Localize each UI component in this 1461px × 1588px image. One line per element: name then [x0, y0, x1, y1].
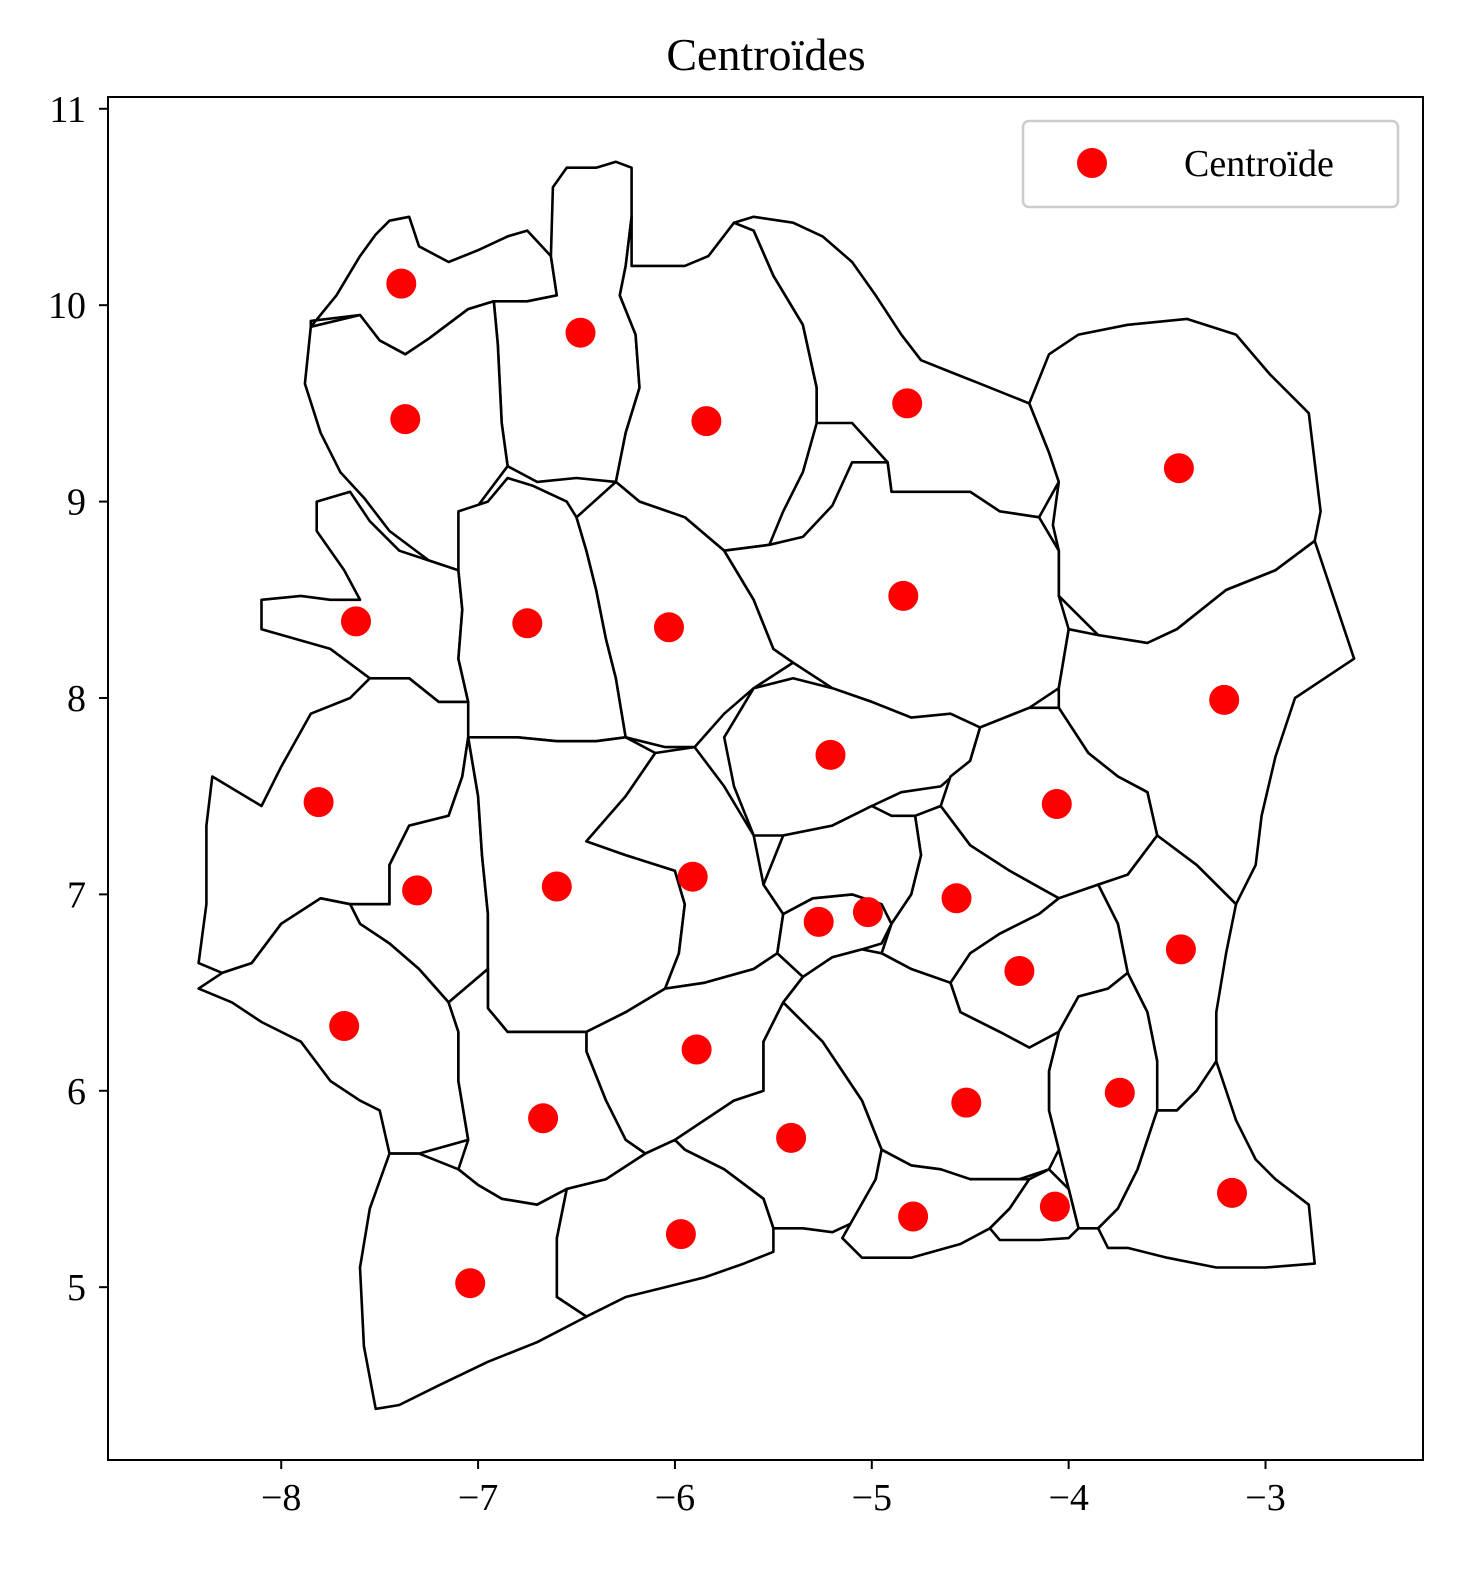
region-28: [673, 1001, 883, 1234]
y-tick-label: 9: [67, 482, 86, 524]
centroid-point-15: [402, 875, 433, 906]
centroid-point-28: [776, 1122, 807, 1153]
centroid-point-17: [677, 861, 708, 892]
centroid-point-19: [803, 906, 834, 937]
y-tick-label: 6: [67, 1071, 86, 1113]
x-tick-label: −4: [1048, 1477, 1088, 1519]
x-tick-label: −8: [261, 1477, 301, 1519]
axes-frame: [107, 96, 1424, 1461]
centroid-point-18: [941, 883, 972, 914]
x-tick-label: −3: [1245, 1477, 1285, 1519]
centroid-point-1: [386, 268, 417, 299]
centroid-point-8: [512, 608, 543, 639]
legend-label: Centroïde: [1184, 143, 1334, 185]
centroid-point-31: [1039, 1191, 1070, 1222]
centroid-point-23: [329, 1011, 360, 1041]
legend-marker: [1077, 148, 1107, 178]
centroid-point-12: [303, 787, 334, 818]
centroid-point-27: [528, 1103, 559, 1134]
region-29: [1096, 1060, 1316, 1269]
centroid-point-7: [341, 606, 371, 637]
centroid-point-29: [1217, 1177, 1247, 1208]
legend-box: [1021, 119, 1400, 209]
centroid-point-13: [815, 739, 846, 770]
centroid-point-26: [951, 1087, 982, 1118]
region-31: [988, 1168, 1080, 1242]
region-3: [303, 299, 509, 572]
y-tick-label: 8: [67, 678, 86, 720]
region-2: [492, 160, 641, 484]
centroid-point-6: [1163, 453, 1194, 484]
centroid-point-16: [541, 871, 572, 902]
centroid-point-24: [681, 1034, 712, 1065]
centroid-point-2: [565, 317, 596, 348]
y-axis: 5 6 7 8 9 10 11: [48, 89, 108, 1309]
centroid-point-10: [888, 580, 919, 611]
chart-title: Centroïdes: [666, 29, 865, 80]
x-axis: −8 −7 −6 −5 −4 −3: [261, 1460, 1286, 1519]
centroid-point-9: [654, 612, 684, 643]
centroid-point-3: [390, 404, 421, 435]
y-tick-label: 10: [48, 285, 86, 327]
region-13: [722, 676, 982, 837]
centroid-point-14: [1041, 789, 1072, 819]
centroid-point-32: [665, 1219, 696, 1250]
x-tick-label: −7: [458, 1477, 498, 1519]
y-tick-label: 11: [49, 89, 86, 131]
y-tick-label: 7: [67, 874, 86, 916]
legend: Centroïde: [1021, 119, 1400, 209]
region-9: [575, 480, 795, 749]
centroid-point-22: [1004, 956, 1035, 986]
centroid-point-30: [898, 1201, 929, 1232]
x-tick-label: −5: [852, 1477, 892, 1519]
centroid-point-4: [691, 406, 722, 437]
centroid-point-33: [455, 1268, 486, 1299]
centroid-point-5: [892, 388, 923, 419]
centroid-point-11: [1209, 684, 1240, 715]
centroid-point-21: [1165, 934, 1196, 965]
x-tick-label: −6: [655, 1477, 695, 1519]
region-4: [614, 215, 819, 553]
y-tick-label: 5: [67, 1267, 86, 1309]
centroid-point-20: [852, 897, 883, 928]
centroid-point-25: [1104, 1077, 1135, 1108]
region-boundaries: [197, 160, 1356, 1411]
region-20: [762, 804, 923, 926]
centroid-points: [303, 268, 1247, 1299]
